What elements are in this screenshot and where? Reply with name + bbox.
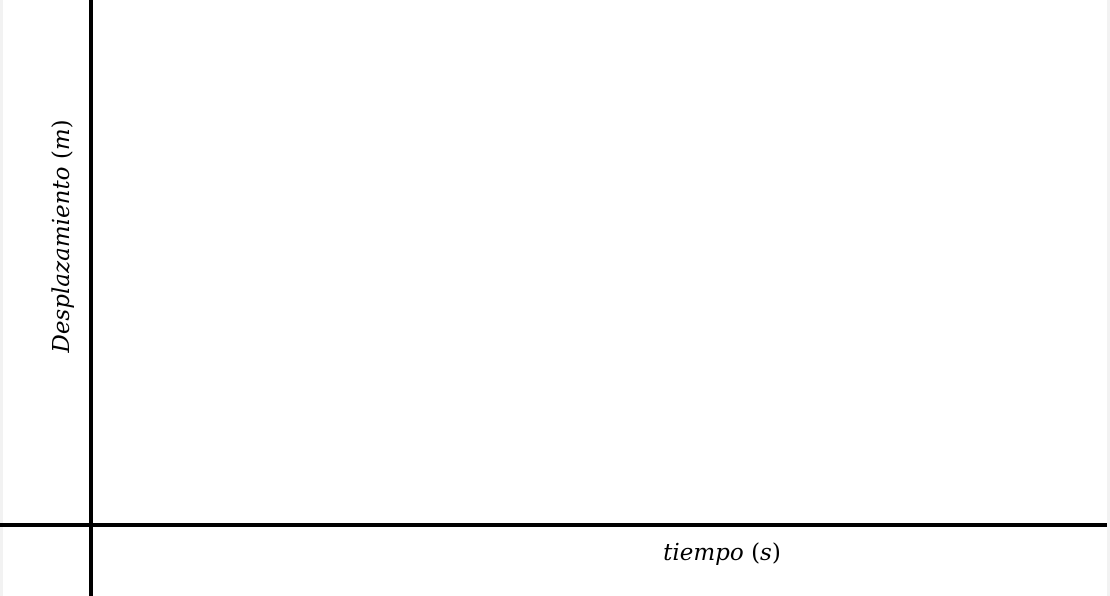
x-axis-label: tiempo (s)	[663, 540, 781, 566]
plot-area	[3, 0, 1107, 596]
y-axis-label-close-paren: )	[49, 119, 75, 129]
y-axis-line	[89, 0, 93, 596]
x-axis-label-word: tiempo	[663, 540, 744, 566]
y-axis-label-open-paren: (	[49, 150, 75, 160]
x-axis-label-open-paren: (	[751, 540, 761, 566]
x-axis-line	[0, 523, 1107, 527]
y-axis-label-unit: m	[49, 128, 75, 151]
y-axis-label: Desplazamiento (m)	[49, 119, 75, 352]
x-axis-label-close-paren: )	[771, 540, 781, 566]
y-axis-label-word: Desplazamiento	[49, 166, 75, 353]
x-axis-label-unit: s	[760, 540, 772, 566]
